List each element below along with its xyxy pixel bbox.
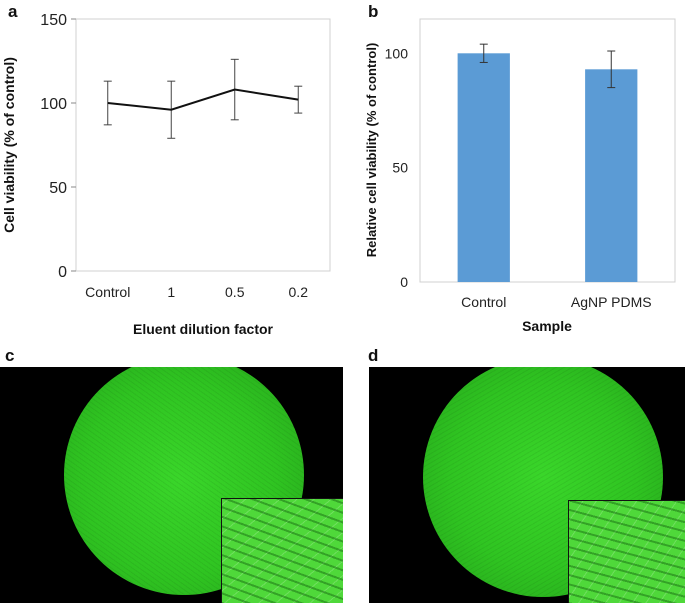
chart-a-y-tick-label: 100 — [40, 96, 67, 113]
chart-b-x-axis-label: Sample — [522, 318, 572, 334]
chart-a-x-tick-label: 0.2 — [289, 284, 309, 300]
chart-a-x-axis-label: Eluent dilution factor — [133, 321, 274, 337]
chart-a-x-tick-label: Control — [85, 284, 130, 300]
chart-a-y-axis-label: Cell viability (% of control) — [1, 57, 17, 233]
chart-b-plot-frame — [419, 18, 676, 283]
chart-a-y-tick-label: 150 — [40, 12, 67, 29]
chart-b-bar — [457, 53, 510, 282]
micrograph-c-inset — [221, 498, 343, 603]
chart-a-y-tick-label: 50 — [49, 180, 67, 197]
chart-b-y-axis-label: Relative cell viability (% of control) — [364, 43, 379, 258]
chart-a-plot-frame — [75, 18, 331, 272]
micrograph-c — [0, 367, 343, 603]
panel-label-d: d — [368, 346, 379, 365]
chart-b-x-tick-label: AgNP PDMS — [571, 294, 652, 310]
chart-b-y-tick-label: 50 — [392, 160, 408, 176]
micrograph-d-inset — [568, 500, 685, 603]
micrograph-d — [369, 367, 685, 603]
panel-label-b: b — [368, 2, 379, 21]
panel-label-a: a — [8, 2, 18, 21]
chart-a-cell-viability-line: 0 50 100 150 Control 1 0.5 0.2 Cell viability (… — [1, 12, 331, 337]
chart-b-bar — [585, 69, 638, 282]
chart-a-y-tick-label: 0 — [58, 264, 67, 281]
chart-b-y-tick-label: 100 — [385, 45, 409, 61]
chart-a-series-line — [107, 88, 299, 111]
chart-a-x-tick-label: 0.5 — [225, 284, 245, 300]
chart-a-x-tick-label: 1 — [167, 284, 175, 300]
panel-label-c: c — [5, 346, 15, 365]
chart-b-x-tick-label: Control — [461, 294, 506, 310]
chart-b-relative-viability-bar: 0 50 100 Control AgNP PDMS Relative cell via… — [364, 18, 676, 334]
chart-b-y-tick-label: 0 — [400, 274, 408, 290]
